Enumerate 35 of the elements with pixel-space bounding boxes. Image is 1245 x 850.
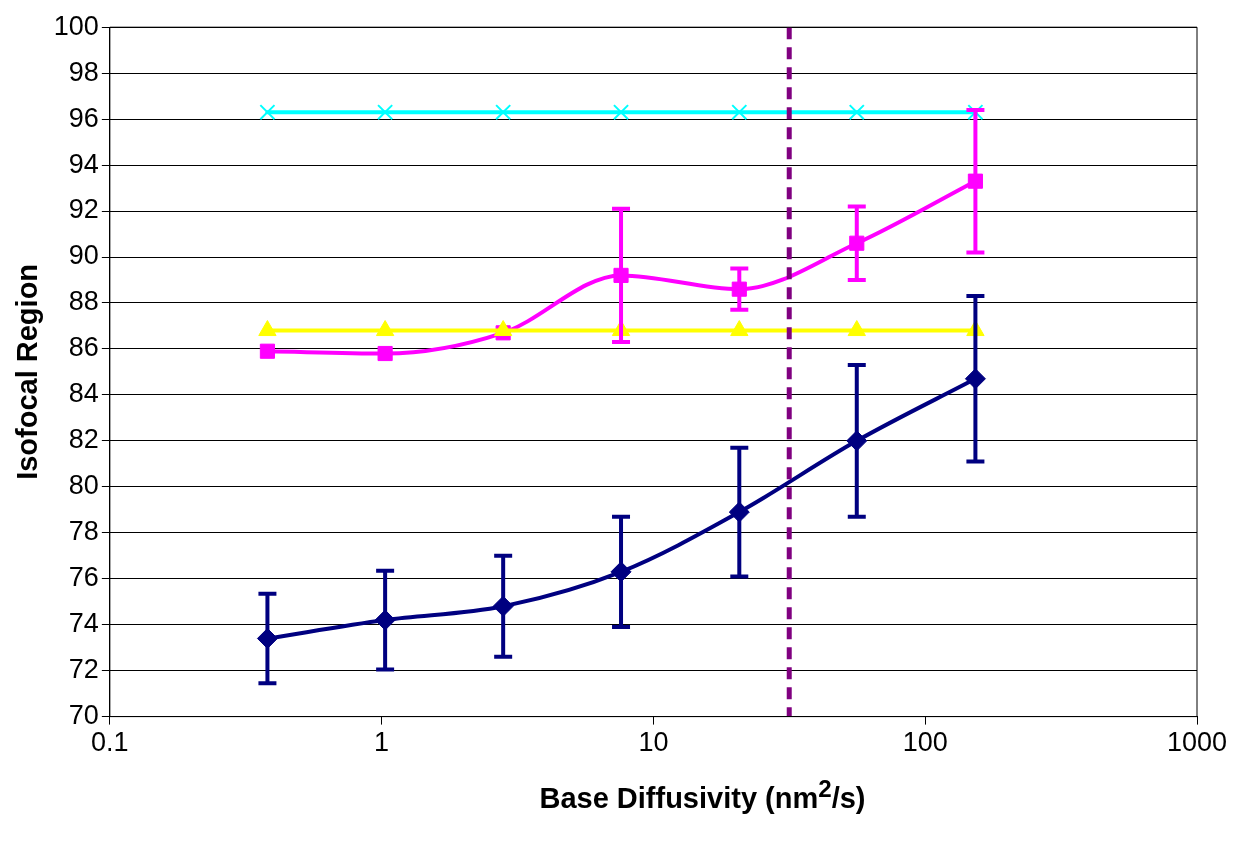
x-tick-label: 100 <box>902 727 948 758</box>
point <box>375 320 395 337</box>
point <box>494 320 513 337</box>
point <box>730 320 749 337</box>
y-tick-label: 80 <box>68 470 99 501</box>
y-tick-label: 84 <box>68 378 99 409</box>
y-tick-label: 94 <box>68 148 99 179</box>
x-tick-label: 1000 <box>1166 727 1228 758</box>
y-tick-label: 88 <box>68 286 99 317</box>
y-tick-label: 72 <box>68 654 99 685</box>
y-tick-label: 90 <box>68 240 99 271</box>
point <box>848 104 865 121</box>
point <box>612 104 630 121</box>
y-axis-title: Isofocal Region <box>11 263 44 480</box>
point <box>495 104 512 121</box>
y-tick-label: 86 <box>68 332 99 363</box>
point <box>847 320 866 337</box>
y-tick-label: 98 <box>68 56 99 87</box>
y-tick-label: 92 <box>68 194 99 225</box>
point <box>377 104 394 121</box>
y-tick-label: 76 <box>68 562 99 593</box>
y-tick-label: 74 <box>68 608 99 639</box>
x-axis-title: Base Diffusivity (nm$^{2}$/s) <box>538 775 867 815</box>
y-tick-label: 78 <box>68 516 99 547</box>
point <box>377 345 393 362</box>
y-tick-label: 96 <box>68 102 99 133</box>
y-tick-label: 82 <box>68 424 99 455</box>
point <box>259 343 275 359</box>
point <box>258 320 277 337</box>
point <box>731 104 748 121</box>
x-tick-label: 1 <box>374 727 390 758</box>
point <box>259 104 276 121</box>
x-tick-label: 10 <box>638 727 669 758</box>
point <box>967 104 984 121</box>
y-tick-label: 100 <box>53 10 99 41</box>
